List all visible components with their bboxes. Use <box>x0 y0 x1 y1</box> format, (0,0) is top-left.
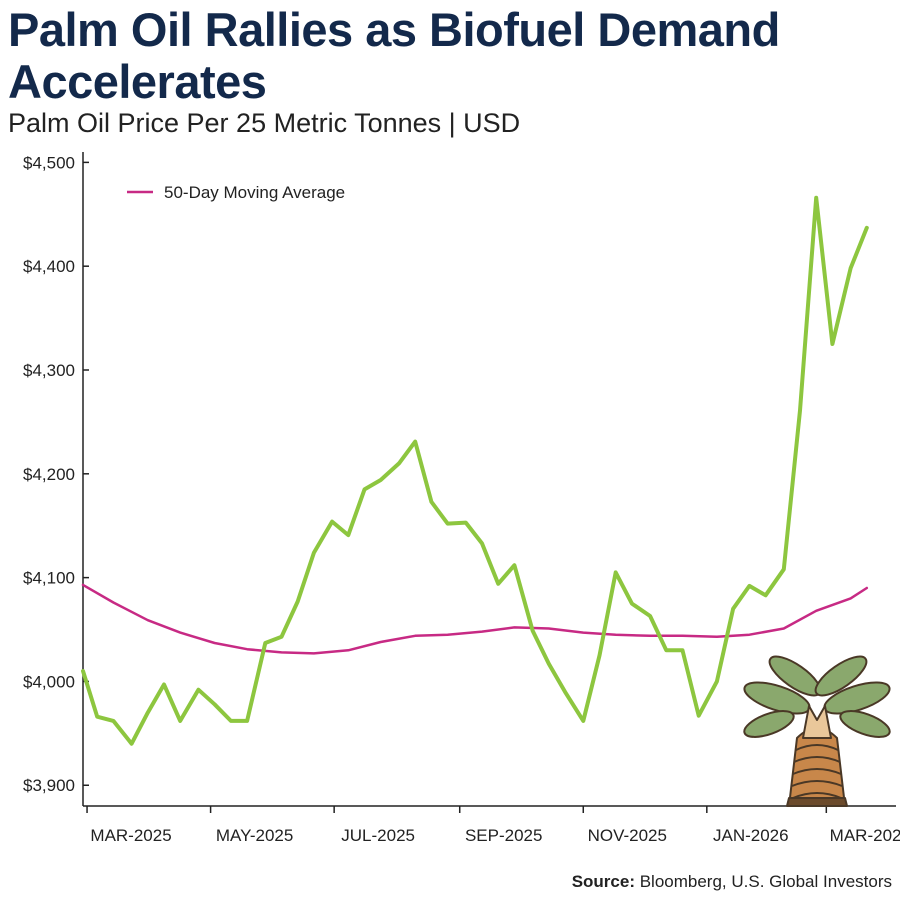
chart-subtitle: Palm Oil Price Per 25 Metric Tonnes | US… <box>8 108 521 138</box>
x-tick-label: SEP-2025 <box>465 826 543 845</box>
x-tick-group: MAR-2025 MAY-2025 JUL-2025 SEP-2025 NOV-2025… <box>86 806 900 845</box>
legend: 50-Day Moving Average <box>127 183 345 202</box>
legend-label-moving-average: 50-Day Moving Average <box>164 183 345 202</box>
y-tick-label: $3,900 <box>23 776 75 795</box>
price-line <box>81 195 869 746</box>
y-tick-label: $4,500 <box>23 153 75 172</box>
y-tick-label: $4,200 <box>23 465 75 484</box>
y-tick-label: $4,000 <box>23 672 75 691</box>
y-tick-group: $3,900 $4,000 $4,100 $4,200 $4,300 $4,400 $4,5… <box>23 153 89 795</box>
x-tick-label: MAR-2026 <box>830 826 900 845</box>
moving-average-line <box>81 583 869 655</box>
source-text: Bloomberg, U.S. Global Investors <box>634 872 892 891</box>
y-tick-label: $4,100 <box>23 569 75 588</box>
y-tick-label: $4,300 <box>23 361 75 380</box>
x-tick-label: JAN-2026 <box>713 826 789 845</box>
x-tick-label: JUL-2025 <box>341 826 415 845</box>
palm-tree-icon <box>743 655 891 807</box>
x-tick-label: NOV-2025 <box>588 826 667 845</box>
source-note: Source: Bloomberg, U.S. Global Investors <box>572 872 892 892</box>
y-tick-label: $4,400 <box>23 257 75 276</box>
chart-title: Palm Oil Rallies as Biofuel Demand Accel… <box>8 3 780 108</box>
source-label: Source: <box>571 872 635 891</box>
x-tick-label: MAY-2025 <box>216 826 294 845</box>
x-tick-label: MAR-2025 <box>90 826 171 845</box>
